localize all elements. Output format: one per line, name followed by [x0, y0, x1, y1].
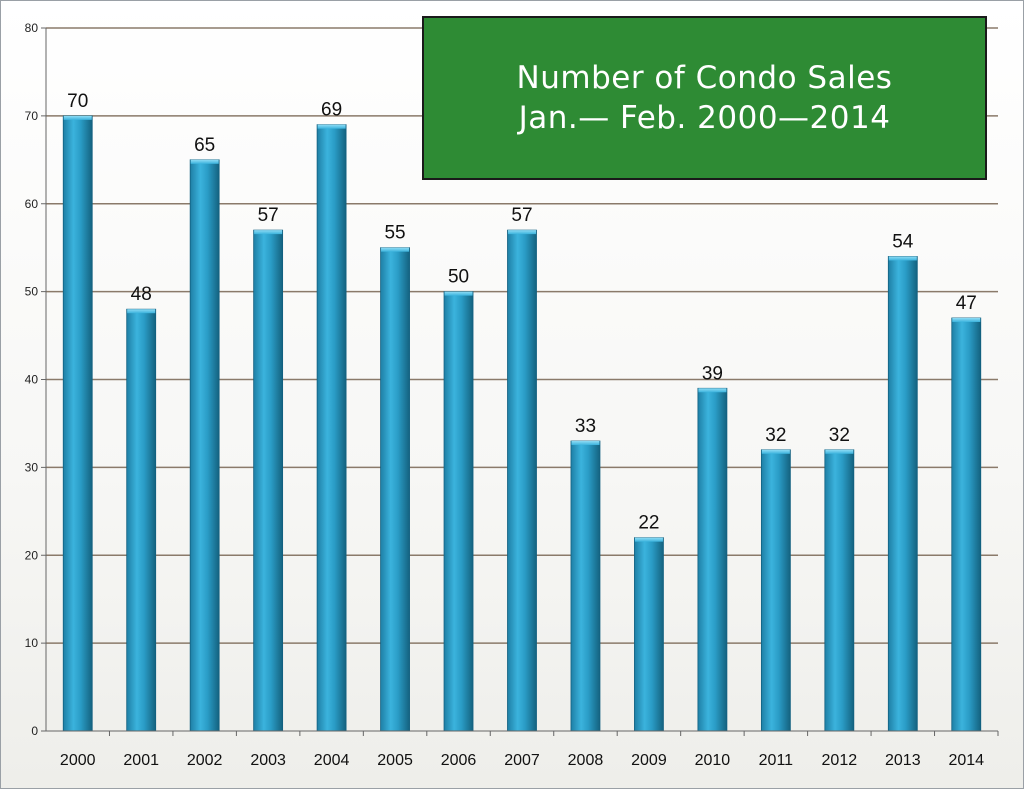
x-tick-label-2006: 2006 [441, 752, 477, 769]
bar-body [697, 387, 728, 732]
bar-body [887, 256, 918, 732]
data-label-2014: 47 [956, 293, 977, 314]
chart-title-line-1: Number of Condo Sales [516, 59, 893, 96]
x-tick-label-2003: 2003 [250, 752, 286, 769]
x-tick-label-2013: 2013 [885, 752, 921, 769]
bar-2004 [316, 124, 347, 732]
bar-body [380, 247, 410, 732]
y-tick-label: 0 [31, 724, 38, 738]
bar-cap [190, 159, 219, 164]
bar-body [760, 449, 791, 732]
bar-2014 [951, 317, 982, 732]
bars [62, 115, 982, 732]
y-tick-label: 70 [25, 109, 39, 123]
y-tick-label: 80 [25, 21, 39, 35]
data-label-2010: 39 [702, 363, 723, 384]
bar-2003 [253, 229, 284, 732]
bar-2001 [126, 308, 157, 732]
bar-cap [127, 309, 156, 314]
y-tick-label: 60 [25, 197, 39, 211]
x-tick-label-2014: 2014 [948, 752, 984, 769]
bar-cap [317, 124, 346, 129]
bar-2010 [697, 387, 728, 732]
x-tick-label-2007: 2007 [504, 752, 540, 769]
bar-2013 [887, 256, 918, 732]
x-tick-label-2002: 2002 [187, 752, 223, 769]
y-tick-label: 30 [25, 460, 39, 474]
bar-cap [634, 537, 663, 542]
data-label-2003: 57 [258, 205, 279, 226]
bar-2005 [380, 247, 410, 732]
data-label-2008: 33 [575, 416, 596, 437]
bar-cap [888, 256, 917, 261]
bar-2012 [824, 449, 855, 732]
y-tick-label: 10 [25, 636, 39, 650]
y-tick-label: 20 [25, 548, 39, 562]
bar-body [253, 229, 284, 732]
bar-cap [698, 388, 727, 393]
x-axis: 2000 2001 2002 2003 2004 2005 2006 2007 2008 2009… [46, 730, 999, 769]
bar-body [443, 291, 474, 732]
bar-2007 [507, 229, 537, 732]
chart-title-line-2: Jan.— Feb. 2000—2014 [518, 100, 891, 136]
data-labels: 70 48 65 57 69 55 50 57 33 22 39 32 32 54 47 [67, 91, 977, 534]
bar-body [570, 440, 601, 732]
x-tick-label-2012: 2012 [822, 752, 858, 769]
bar-2000 [62, 115, 93, 732]
bar-cap [63, 115, 92, 120]
bar-body [126, 308, 157, 732]
x-tick-label-2009: 2009 [631, 752, 667, 769]
data-label-2007: 57 [511, 205, 532, 226]
bar-body [316, 124, 347, 732]
bar-cap [952, 317, 981, 322]
data-label-2004: 69 [321, 100, 342, 121]
y-tick-label: 50 [25, 285, 39, 299]
x-tick-label-2011: 2011 [759, 752, 794, 769]
bar-body [507, 229, 537, 732]
chart-title: Number of Condo Sales Jan.— Feb. 2000—20… [422, 16, 987, 180]
y-tick-label: 40 [25, 373, 39, 387]
data-label-2013: 54 [892, 231, 914, 252]
bar-body [634, 537, 664, 732]
bar-cap [508, 230, 536, 235]
data-label-2012: 32 [829, 425, 850, 446]
bar-2006 [443, 291, 474, 732]
y-axis: 0 10 20 30 40 50 60 70 80 [25, 21, 47, 738]
bar-2002 [189, 159, 220, 732]
bar-2009 [634, 537, 664, 732]
bar-body [62, 115, 93, 732]
x-tick-label-2008: 2008 [568, 752, 604, 769]
bar-cap [381, 247, 410, 252]
x-tick-label-2005: 2005 [377, 752, 413, 769]
bar-2008 [570, 440, 601, 732]
bar-cap [571, 441, 600, 446]
x-tick-label-2010: 2010 [695, 752, 731, 769]
data-label-2009: 22 [638, 513, 659, 534]
bar-2011 [760, 449, 791, 732]
bar-cap [761, 449, 790, 454]
data-label-2002: 65 [194, 135, 215, 156]
x-tick-label-2000: 2000 [60, 752, 96, 769]
data-label-2006: 50 [448, 267, 469, 288]
bar-cap [825, 449, 854, 454]
x-tick-label-2001: 2001 [123, 752, 159, 769]
bar-body [951, 317, 982, 732]
data-label-2005: 55 [384, 223, 405, 244]
data-label-2011: 32 [765, 425, 786, 446]
x-tick-label-2004: 2004 [314, 752, 350, 769]
bar-body [189, 159, 220, 732]
bar-cap [254, 230, 283, 235]
data-label-2001: 48 [131, 284, 152, 305]
bar-body [824, 449, 855, 732]
data-label-2000: 70 [67, 91, 88, 112]
bar-cap [444, 291, 473, 296]
